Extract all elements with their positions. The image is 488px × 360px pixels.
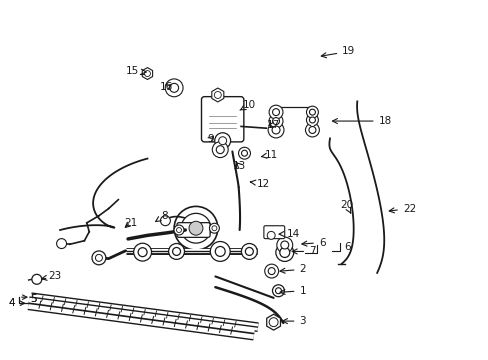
Text: 16: 16 (160, 82, 173, 92)
Circle shape (272, 118, 279, 125)
Circle shape (176, 228, 181, 233)
Circle shape (266, 231, 275, 239)
Text: 6: 6 (301, 238, 325, 248)
Circle shape (309, 117, 315, 123)
Text: 6: 6 (343, 242, 350, 252)
Circle shape (138, 248, 147, 257)
Text: 4: 4 (8, 298, 15, 308)
Text: 7: 7 (292, 247, 315, 256)
Circle shape (215, 247, 225, 256)
Circle shape (172, 247, 180, 255)
Circle shape (241, 150, 247, 156)
Text: 5: 5 (30, 294, 37, 304)
Text: 1: 1 (280, 286, 305, 296)
Circle shape (57, 239, 66, 248)
Text: 17: 17 (266, 120, 280, 130)
FancyBboxPatch shape (177, 223, 210, 237)
FancyBboxPatch shape (201, 96, 244, 142)
Text: 3: 3 (282, 316, 305, 326)
Circle shape (264, 264, 278, 278)
Circle shape (165, 79, 183, 97)
Circle shape (92, 251, 106, 265)
Text: 4: 4 (8, 298, 15, 308)
Circle shape (268, 318, 278, 327)
Circle shape (174, 225, 183, 235)
Text: 19: 19 (321, 46, 355, 58)
Circle shape (214, 133, 230, 149)
Text: 9: 9 (207, 134, 213, 144)
Circle shape (95, 255, 102, 261)
Circle shape (168, 243, 184, 260)
Polygon shape (211, 88, 224, 102)
Circle shape (271, 126, 280, 134)
Circle shape (245, 247, 253, 255)
Text: 13: 13 (233, 161, 246, 171)
Circle shape (211, 226, 217, 231)
Circle shape (306, 106, 318, 118)
Circle shape (144, 71, 150, 77)
Text: 23: 23 (41, 271, 62, 282)
Text: 15: 15 (126, 66, 146, 76)
Circle shape (275, 244, 293, 261)
Circle shape (275, 288, 281, 294)
Circle shape (209, 223, 219, 233)
Circle shape (309, 109, 315, 115)
Circle shape (241, 243, 257, 260)
Circle shape (212, 142, 228, 158)
Polygon shape (266, 314, 280, 330)
Text: 10: 10 (240, 100, 255, 110)
Circle shape (169, 84, 178, 92)
Circle shape (174, 206, 217, 250)
Circle shape (216, 146, 224, 154)
Circle shape (210, 242, 230, 261)
Circle shape (272, 285, 284, 297)
Text: 5: 5 (30, 294, 37, 304)
Circle shape (268, 114, 283, 128)
Circle shape (276, 237, 292, 253)
Circle shape (267, 267, 275, 275)
Circle shape (272, 109, 279, 116)
Circle shape (238, 147, 250, 159)
Text: 18: 18 (332, 116, 391, 126)
Text: 20: 20 (339, 200, 352, 213)
Text: 2: 2 (280, 264, 305, 274)
FancyBboxPatch shape (264, 226, 284, 239)
Circle shape (280, 241, 288, 249)
Text: 11: 11 (261, 150, 277, 160)
Circle shape (189, 221, 203, 235)
Text: 22: 22 (388, 203, 415, 213)
Polygon shape (142, 68, 152, 80)
Circle shape (279, 248, 289, 257)
Circle shape (305, 123, 319, 137)
Text: 8: 8 (155, 211, 167, 221)
Circle shape (214, 91, 221, 98)
Text: 14: 14 (279, 229, 299, 239)
Circle shape (268, 105, 283, 119)
Text: 21: 21 (123, 218, 137, 228)
Circle shape (181, 213, 210, 243)
Circle shape (218, 137, 226, 145)
Circle shape (267, 122, 284, 138)
Circle shape (160, 216, 170, 226)
Circle shape (308, 126, 315, 134)
Text: 12: 12 (250, 179, 269, 189)
Circle shape (32, 274, 41, 284)
Circle shape (133, 243, 151, 261)
Circle shape (306, 114, 318, 126)
